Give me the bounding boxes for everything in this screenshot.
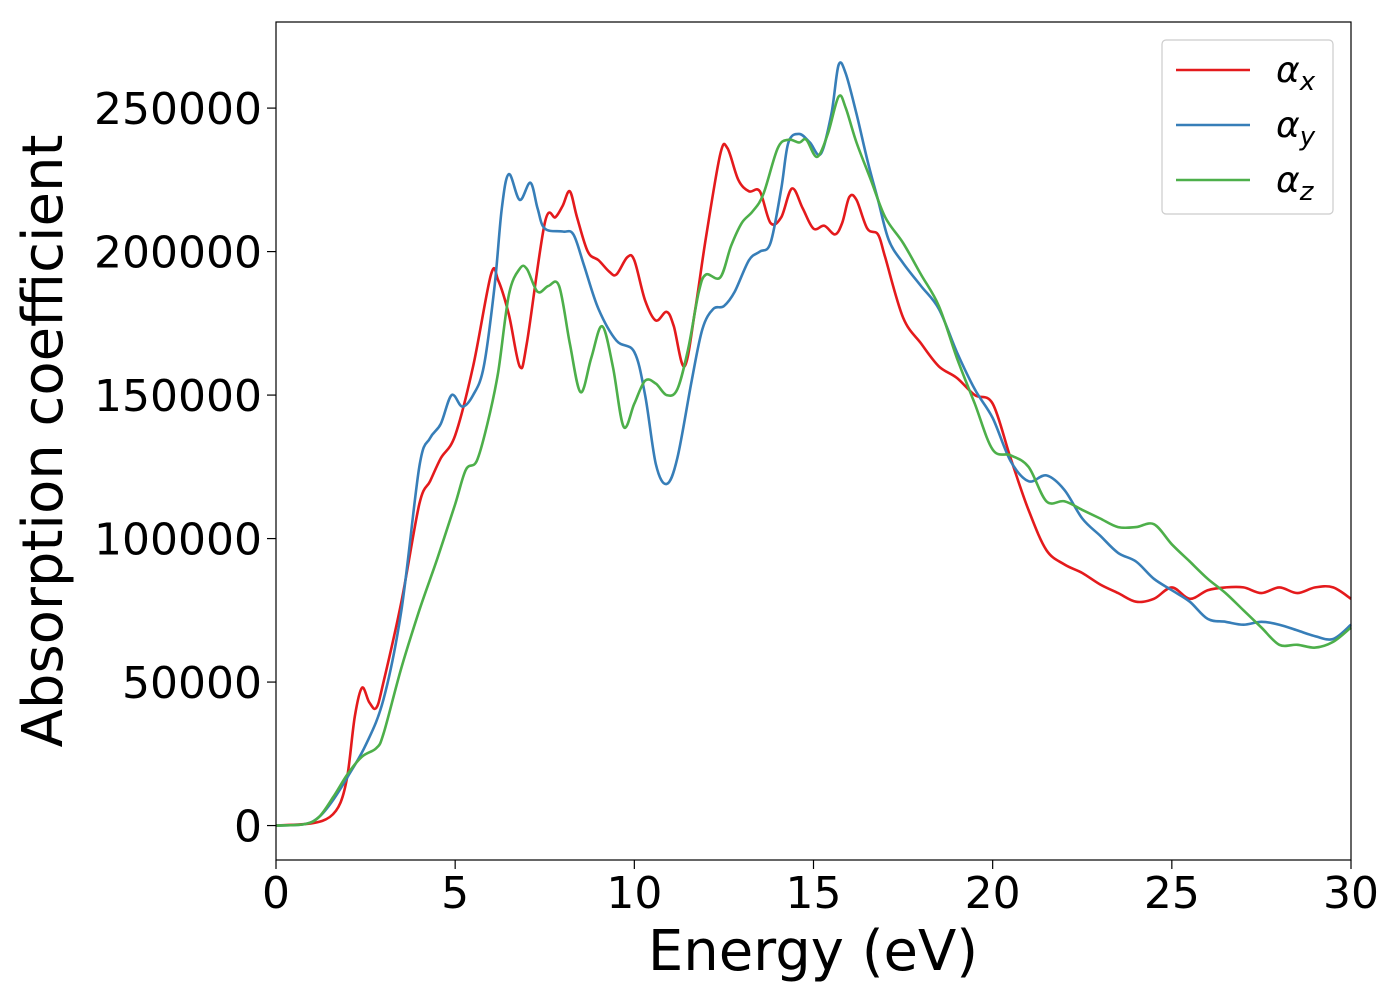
series-line-y — [275, 61, 1352, 827]
y-tick-label: 200000 — [94, 228, 262, 279]
y-tick-label: 50000 — [122, 658, 262, 709]
x-tick-label: 30 — [1323, 868, 1379, 919]
x-tick-label: 25 — [1144, 868, 1200, 919]
x-axis-ticks: 0 5 10 15 20 25 30 — [262, 860, 1379, 919]
x-tick-label: 15 — [786, 868, 842, 919]
x-tick-label: 0 — [262, 868, 290, 919]
series-layer — [275, 61, 1352, 827]
x-axis-label: Energy (eV) — [648, 919, 978, 984]
y-tick-label: 0 — [234, 802, 262, 853]
x-tick-label: 5 — [441, 868, 469, 919]
y-tick-label: 100000 — [94, 515, 262, 566]
legend-box — [1161, 39, 1334, 215]
y-axis-ticks: 0 50000 100000 150000 200000 250000 — [94, 84, 276, 853]
series-line-x — [275, 142, 1352, 827]
legend: αx αy αz — [1161, 39, 1334, 215]
legend-label-z: αz — [1276, 160, 1315, 207]
series-line-z — [275, 94, 1352, 827]
legend-label-y: αy — [1276, 105, 1316, 152]
y-tick-label: 250000 — [94, 84, 262, 135]
x-tick-label: 10 — [606, 868, 662, 919]
y-axis-label: Absorption coefficient — [11, 135, 76, 748]
x-tick-label: 20 — [965, 868, 1021, 919]
legend-label-x: αx — [1276, 50, 1316, 97]
y-tick-label: 150000 — [94, 371, 262, 422]
